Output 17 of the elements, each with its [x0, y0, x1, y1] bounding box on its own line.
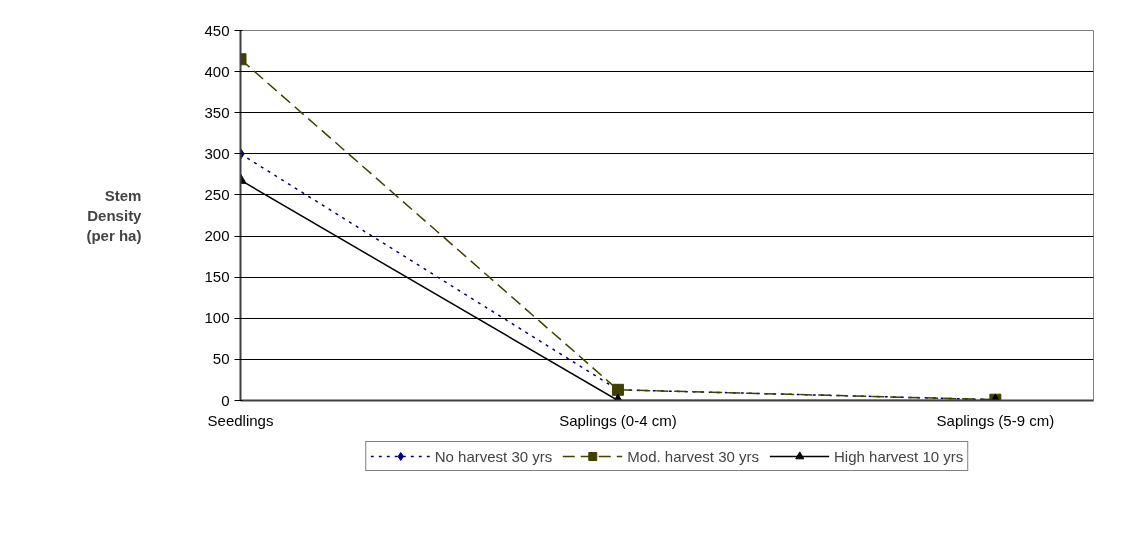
legend-label: Mod. harvest 30 yrs [627, 447, 760, 465]
y-tick-label: 150 [204, 268, 230, 286]
y-tick-label: 450 [204, 21, 230, 39]
legend-label: High harvest 10 yrs [834, 447, 964, 465]
y-tick-label: 300 [204, 144, 230, 162]
x-tick-label: Saplings (0-4 cm) [559, 411, 677, 429]
y-axis-title: Stem Density (per ha) [86, 186, 143, 245]
y-tick-label: 350 [204, 103, 230, 121]
y-tick-label: 250 [204, 185, 230, 203]
y-tick-label: 0 [221, 391, 230, 409]
y-tick-label: 100 [204, 309, 230, 327]
y-tick-label: 50 [212, 350, 230, 368]
x-tick-label: Seedlings [207, 411, 274, 429]
legend-label: No harvest 30 yrs [434, 447, 553, 465]
x-tick-label: Saplings (5-9 cm) [936, 411, 1055, 429]
y-tick-label: 200 [204, 227, 230, 245]
y-tick-label: 400 [204, 62, 230, 80]
